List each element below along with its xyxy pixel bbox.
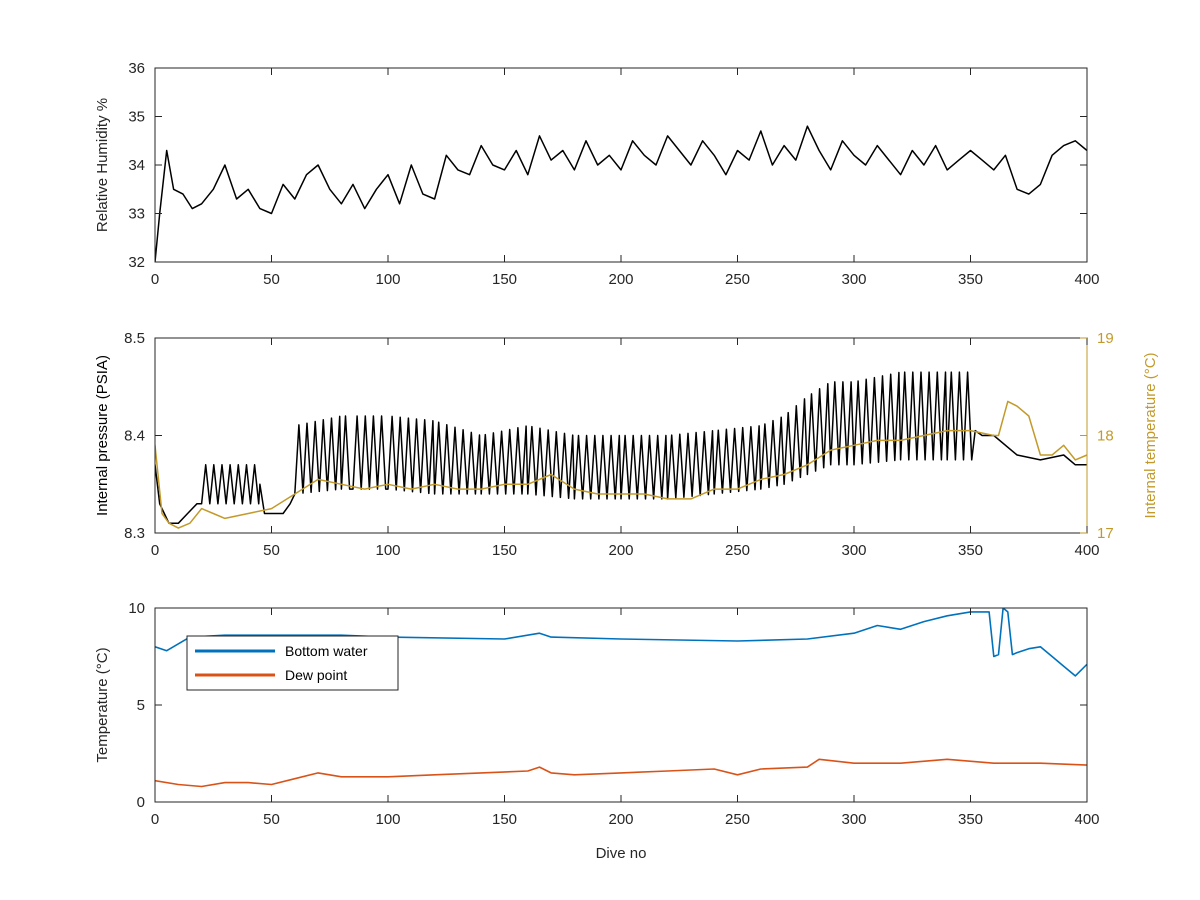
y-tick-label: 34: [128, 157, 145, 174]
x-tick-label: 350: [958, 271, 983, 288]
plot-area: [155, 125, 1087, 262]
y-right-tick-label: 19: [1097, 330, 1114, 347]
y-right-axis-label: Internal temperature (°C): [1142, 352, 1159, 518]
plot-area: [155, 371, 1087, 529]
series-line-2: [155, 400, 1087, 529]
x-tick-label: 300: [841, 542, 866, 559]
x-tick-label: 350: [958, 542, 983, 559]
y-right-tick-label: 18: [1097, 428, 1114, 445]
x-tick-label: 50: [263, 542, 280, 559]
x-tick-label: 0: [151, 811, 159, 828]
y-tick-label: 32: [128, 254, 145, 271]
x-tick-label: 150: [492, 271, 517, 288]
y-axis-label: Relative Humidity %: [94, 98, 111, 232]
legend-box: [186, 635, 399, 691]
y-tick-label: 8.3: [124, 525, 145, 542]
y-axis-label: Temperature (°C): [94, 647, 111, 762]
axes-frame: [154, 67, 1088, 263]
y-tick-label: 33: [128, 206, 145, 223]
y-tick-label: 36: [128, 60, 145, 77]
plot-area: [155, 608, 1087, 788]
x-tick-label: 300: [841, 811, 866, 828]
legend: Bottom water Dew point: [186, 635, 399, 691]
x-tick-label: 0: [151, 542, 159, 559]
legend-label: Bottom water: [285, 643, 368, 659]
y-tick-label: 0: [137, 794, 145, 811]
x-tick-label: 300: [841, 271, 866, 288]
x-tick-label: 100: [375, 542, 400, 559]
x-tick-label: 350: [958, 811, 983, 828]
y-tick-label: 10: [128, 600, 145, 617]
x-tick-label: 50: [263, 271, 280, 288]
x-tick-label: 400: [1074, 811, 1099, 828]
x-tick-label: 400: [1074, 271, 1099, 288]
x-tick-label: 250: [725, 271, 750, 288]
series-line-1: [155, 371, 1087, 525]
x-tick-label: 50: [263, 811, 280, 828]
subplot-3: 0 50 100 150 200 250 300 350 400 0 5 10 Temperature …: [94, 600, 1100, 862]
x-tick-label: 250: [725, 811, 750, 828]
legend-label: Dew point: [285, 667, 347, 683]
subplot-1: 0 50 100 150 200 250 300 350 400 32 33 34 35 36 Relati…: [94, 60, 1100, 288]
y-tick-label: 35: [128, 109, 145, 126]
x-tick-label: 200: [608, 811, 633, 828]
x-tick-label: 100: [375, 271, 400, 288]
series-line-1: [155, 125, 1087, 262]
x-tick-label: 0: [151, 271, 159, 288]
x-tick-label: 200: [608, 542, 633, 559]
series-dew-point: [155, 758, 1087, 788]
y-tick-label: 5: [137, 697, 145, 714]
x-axis-label: Dive no: [596, 845, 647, 862]
x-tick-label: 250: [725, 542, 750, 559]
x-tick-label: 150: [492, 542, 517, 559]
y-tick-label: 8.5: [124, 330, 145, 347]
x-tick-label: 100: [375, 811, 400, 828]
x-tick-label: 200: [608, 271, 633, 288]
x-tick-label: 150: [492, 811, 517, 828]
x-tick-label: 400: [1074, 542, 1099, 559]
y-right-tick-label: 17: [1097, 525, 1114, 542]
subplot-2: 0 50 100 150 200 250 300 350 400 8.3 8.4 8.5 17 18 19 I…: [94, 330, 1159, 559]
y-tick-label: 8.4: [124, 428, 145, 445]
y-axis-label: Internal pressure (PSIA): [94, 355, 111, 516]
